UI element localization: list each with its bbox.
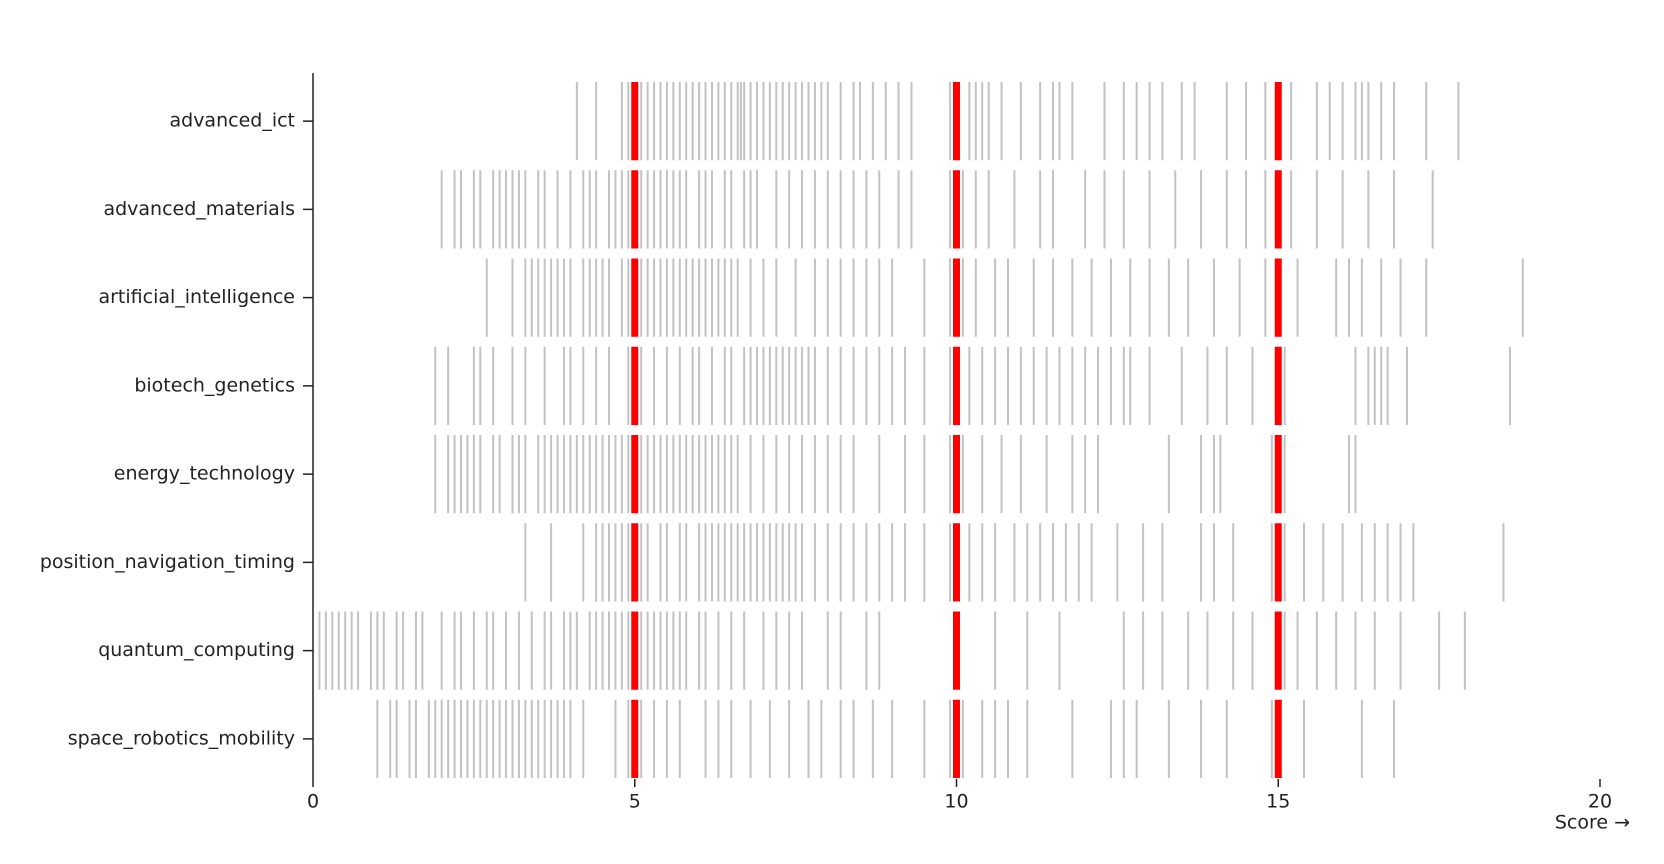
x-axis-label: Score → — [1555, 812, 1630, 834]
y-tick-label: position_navigation_timing — [40, 551, 295, 573]
y-tick-label: quantum_computing — [98, 639, 295, 661]
x-tick-label: 15 — [1266, 791, 1290, 813]
y-tick-label: advanced_materials — [103, 198, 295, 220]
y-tick-label: energy_technology — [114, 463, 295, 485]
y-tick-label: advanced_ict — [169, 110, 295, 132]
x-tick-label: 5 — [629, 791, 641, 813]
x-tick-label: 20 — [1588, 791, 1612, 813]
y-tick-label: space_robotics_mobility — [68, 727, 295, 749]
y-tick-label: artificial_intelligence — [98, 286, 295, 308]
x-tick-label: 10 — [944, 791, 968, 813]
x-tick-label: 0 — [307, 791, 319, 813]
y-tick-label: biotech_genetics — [134, 374, 295, 396]
